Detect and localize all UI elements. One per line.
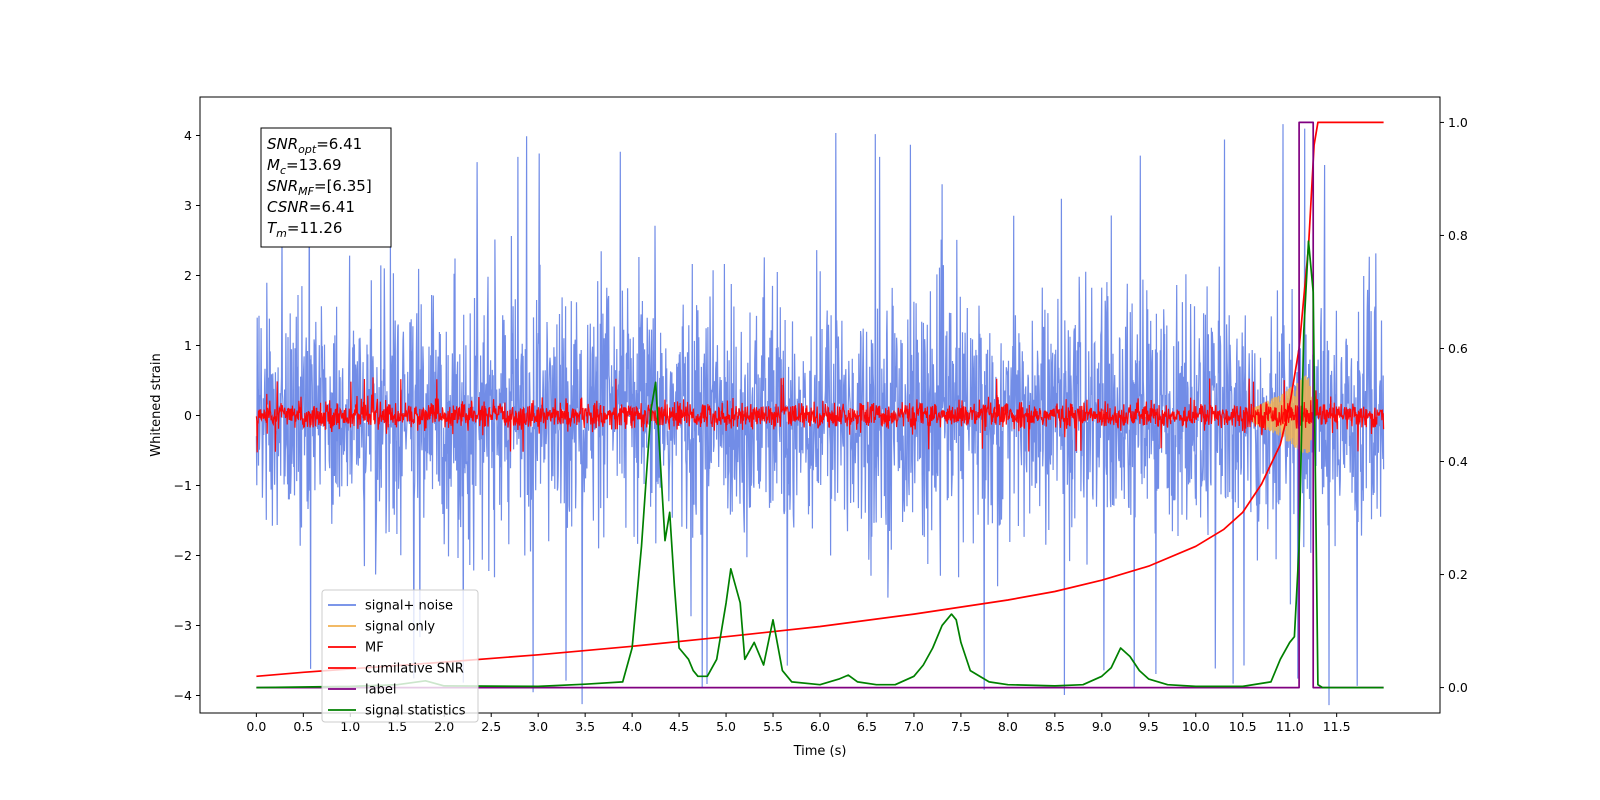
legend-label-mf: MF [365, 641, 384, 656]
info-line: Tm=11.26 [267, 219, 342, 240]
y2-tick-label: 0.8 [1448, 228, 1468, 243]
y2-tick-label: 0.0 [1448, 680, 1468, 695]
x-tick-label: 1.5 [387, 719, 407, 734]
y-axis-left: −4 −3 −2 −1 0 1 2 3 4 [174, 128, 200, 703]
info-line: CSNR=6.41 [267, 198, 355, 216]
x-tick-label: 7.5 [951, 719, 971, 734]
x-tick-label: 2.5 [481, 719, 501, 734]
y2-tick-label: 1.0 [1448, 115, 1468, 130]
y-tick-label: 1 [184, 338, 192, 353]
info-line: SNRMF=[6.35] [267, 177, 372, 198]
x-tick-label: 6.5 [857, 719, 877, 734]
y2-tick-label: 0.4 [1448, 454, 1468, 469]
x-tick-label: 0.0 [246, 719, 266, 734]
x-tick-label: 11.0 [1276, 719, 1304, 734]
info-box-frame [260, 127, 392, 248]
x-tick-label: 5.0 [716, 719, 736, 734]
legend-label-label: label [365, 683, 396, 698]
x-tick-label: 8.0 [998, 719, 1018, 734]
x-tick-label: 6.0 [810, 719, 830, 734]
x-tick-label: 8.5 [1045, 719, 1065, 734]
legend: signal+ noise signal only MF cumilative SNR… [321, 589, 479, 723]
y-tick-label: 2 [184, 268, 192, 283]
x-tick-label: 5.5 [763, 719, 783, 734]
x-tick-label: 4.0 [622, 719, 642, 734]
y-tick-label: −2 [174, 548, 192, 563]
x-tick-label: 11.5 [1323, 719, 1351, 734]
y2-tick-label: 0.6 [1448, 341, 1468, 356]
x-tick-label: 7.0 [904, 719, 924, 734]
series-mf [255, 377, 1385, 453]
x-tick-label: 3.0 [528, 719, 548, 734]
y-tick-label: −1 [174, 478, 192, 493]
y2-tick-label: 0.2 [1448, 567, 1468, 582]
x-axis-label: Time (s) [793, 744, 847, 759]
legend-frame [321, 589, 479, 723]
x-tick-label: 9.0 [1092, 719, 1112, 734]
series-label [256, 121, 1384, 689]
legend-label-signal-statistics: signal statistics [365, 704, 466, 719]
info-line: SNRopt=6.41 [267, 135, 362, 156]
series-signal-statistics [256, 240, 1384, 689]
x-tick-label: 10.5 [1229, 719, 1257, 734]
series-cumilative-snr [256, 121, 1384, 678]
x-tick-label: 10.0 [1182, 719, 1210, 734]
x-tick-label: 1.0 [340, 719, 360, 734]
y-tick-label: 3 [184, 198, 192, 213]
info-box: SNRopt=6.41Mc=13.69SNRMF=[6.35]CSNR=6.41… [260, 127, 392, 248]
legend-label-cumilative-snr: cumilative SNR [365, 662, 464, 677]
x-tick-label: 3.5 [575, 719, 595, 734]
x-tick-label: 2.0 [434, 719, 454, 734]
x-tick-label: 0.5 [293, 719, 313, 734]
plot-area [255, 121, 1385, 706]
y-tick-label: 4 [184, 128, 192, 143]
y-tick-label: −4 [174, 688, 192, 703]
y-axis-right: 0.0 0.2 0.4 0.6 0.8 1.0 [1440, 115, 1468, 695]
info-line: Mc=13.69 [267, 156, 342, 177]
x-tick-label: 9.5 [1139, 719, 1159, 734]
x-axis: 0.0 0.5 1.0 1.5 2.0 2.5 3.0 3.5 4.0 4.5 5.0 5.5 6.0 6… [246, 713, 1351, 734]
legend-label-signal-only: signal only [365, 620, 435, 635]
y-tick-label: −3 [174, 618, 192, 633]
series-signal-noise [255, 124, 1385, 706]
legend-label-signal-noise: signal+ noise [365, 599, 453, 614]
y-axis-label: Whitened strain [149, 353, 164, 456]
x-tick-label: 4.5 [669, 719, 689, 734]
y-tick-label: 0 [184, 408, 192, 423]
